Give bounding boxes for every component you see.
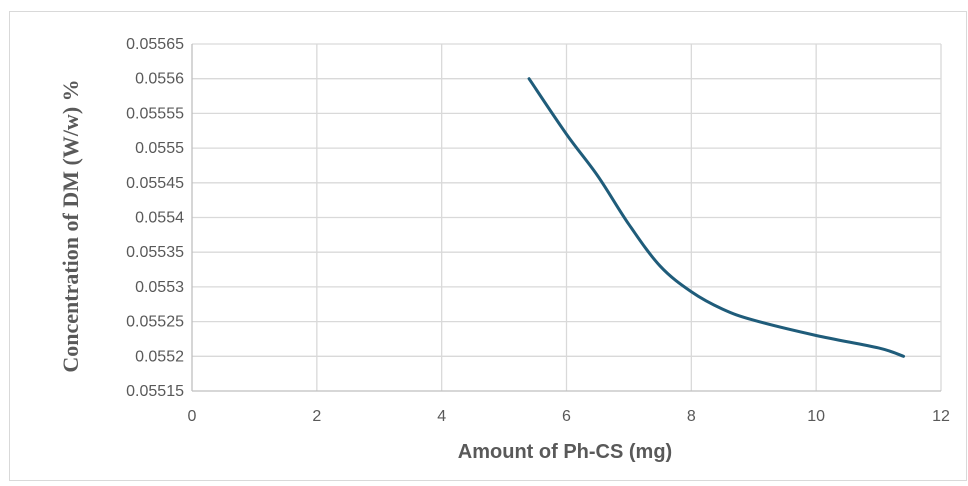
series-line (527, 77, 906, 358)
y-tick-label: 0.0556 (135, 71, 184, 88)
x-axis-label: Amount of Ph-CS (mg) (458, 441, 672, 463)
chart-frame: 0.05515 0.0552 0.05525 0.0553 0.05535 0.0554 0… (9, 11, 967, 481)
x-tick-label: 10 (807, 408, 825, 425)
y-tick-label: 0.05565 (126, 36, 184, 53)
x-tick-label: 2 (312, 408, 321, 425)
y-tick-label: 0.05525 (126, 314, 184, 331)
y-tick-label: 0.0554 (135, 210, 184, 227)
y-axis-label: Concentration of DM (W/w) % (58, 79, 83, 372)
x-tick-labels: 0 2 4 6 8 10 12 (188, 408, 950, 425)
grid (192, 43, 942, 391)
line-chart: 0.05515 0.0552 0.05525 0.0553 0.05535 0.0554 0… (58, 36, 950, 463)
axes (191, 44, 941, 392)
x-tick-label: 6 (562, 408, 571, 425)
y-tick-label: 0.0553 (135, 279, 184, 296)
y-tick-label: 0.05555 (126, 105, 184, 122)
x-tick-label: 8 (687, 408, 696, 425)
y-tick-labels: 0.05515 0.0552 0.05525 0.0553 0.05535 0.0554 0… (126, 36, 184, 400)
x-tick-label: 12 (932, 408, 950, 425)
y-tick-label: 0.0552 (135, 348, 184, 365)
y-tick-label: 0.05515 (126, 383, 184, 400)
y-tick-label: 0.0555 (135, 140, 184, 157)
x-tick-label: 0 (188, 408, 197, 425)
series (527, 77, 906, 358)
y-tick-label: 0.05535 (126, 244, 184, 261)
x-tick-label: 4 (437, 408, 446, 425)
y-tick-label: 0.05545 (126, 175, 184, 192)
